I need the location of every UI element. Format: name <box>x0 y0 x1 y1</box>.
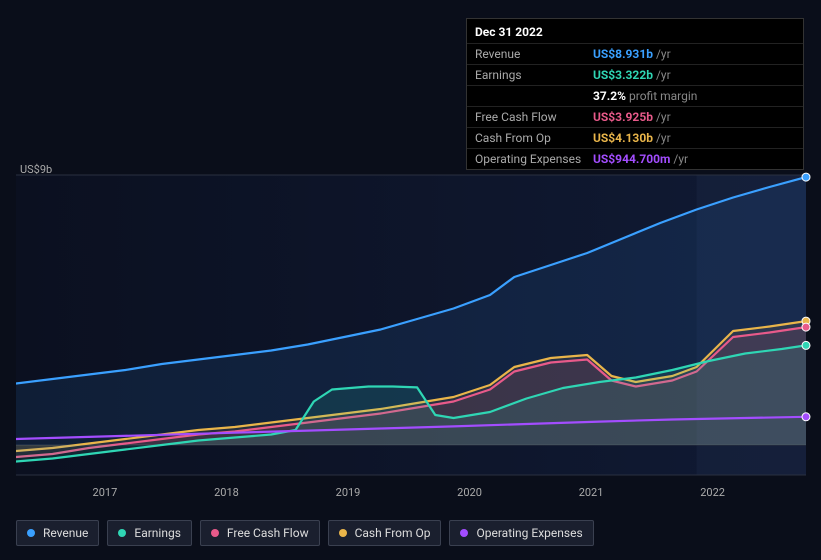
tooltip-row-label: Earnings <box>475 67 593 83</box>
legend-item-label: Revenue <box>43 526 88 540</box>
tooltip-row-value: 37.2% <box>593 88 626 104</box>
tooltip-row-label <box>475 88 593 104</box>
tooltip-row-label: Free Cash Flow <box>475 109 593 125</box>
legend-item-earnings[interactable]: Earnings <box>107 520 192 546</box>
tooltip-row: Free Cash FlowUS$3.925b/yr <box>467 106 803 127</box>
legend-item-opex[interactable]: Operating Expenses <box>449 520 593 546</box>
legend-item-label: Cash From Op <box>355 526 431 540</box>
tooltip-row-unit: /yr <box>656 109 671 125</box>
legend-item-cash_from_op[interactable]: Cash From Op <box>328 520 442 546</box>
tooltip-row-unit: /yr <box>656 46 671 62</box>
x-axis-label: 2021 <box>579 486 604 499</box>
legend-dot-icon <box>27 529 35 537</box>
tooltip-row-value: US$4.130b <box>593 130 653 146</box>
tooltip-row-unit: /yr <box>656 130 671 146</box>
legend-dot-icon <box>118 529 126 537</box>
tooltip-title: Dec 31 2022 <box>467 19 803 43</box>
legend-dot-icon <box>460 529 468 537</box>
tooltip-row-unit: /yr <box>673 151 688 167</box>
x-axis-label: 2018 <box>214 486 239 499</box>
tooltip-row: Cash From OpUS$4.130b/yr <box>467 127 803 148</box>
chart-tooltip: Dec 31 2022 RevenueUS$8.931b/yrEarningsU… <box>466 18 804 170</box>
tooltip-row-value: US$8.931b <box>593 46 653 62</box>
x-axis-labels: 2017 2018 2019 2020 2021 2022 <box>16 486 806 500</box>
x-axis-label: 2017 <box>93 486 118 499</box>
tooltip-row: RevenueUS$8.931b/yr <box>467 43 803 64</box>
legend-item-label: Operating Expenses <box>476 526 582 540</box>
legend-dot-icon <box>339 529 347 537</box>
tooltip-row-value: US$3.322b <box>593 67 653 83</box>
legend-item-label: Free Cash Flow <box>227 526 309 540</box>
x-axis-label: 2020 <box>457 486 482 499</box>
tooltip-row: EarningsUS$3.322b/yr <box>467 64 803 85</box>
tooltip-row-unit: profit margin <box>629 88 697 104</box>
tooltip-row-unit: /yr <box>656 67 671 83</box>
x-axis-label: 2022 <box>700 486 725 499</box>
x-axis-label: 2019 <box>336 486 361 499</box>
tooltip-row: Operating ExpensesUS$944.700m/yr <box>467 148 803 169</box>
tooltip-row-value: US$944.700m <box>593 151 670 167</box>
tooltip-row-value: US$3.925b <box>593 109 653 125</box>
legend-item-free_cash_flow[interactable]: Free Cash Flow <box>200 520 320 546</box>
legend-item-revenue[interactable]: Revenue <box>16 520 99 546</box>
tooltip-row-label: Operating Expenses <box>475 151 593 167</box>
tooltip-row-label: Cash From Op <box>475 130 593 146</box>
chart-legend: Revenue Earnings Free Cash Flow Cash From O… <box>16 520 594 546</box>
tooltip-row-label: Revenue <box>475 46 593 62</box>
tooltip-row: 37.2%profit margin <box>467 85 803 106</box>
legend-dot-icon <box>211 529 219 537</box>
legend-item-label: Earnings <box>134 526 181 540</box>
